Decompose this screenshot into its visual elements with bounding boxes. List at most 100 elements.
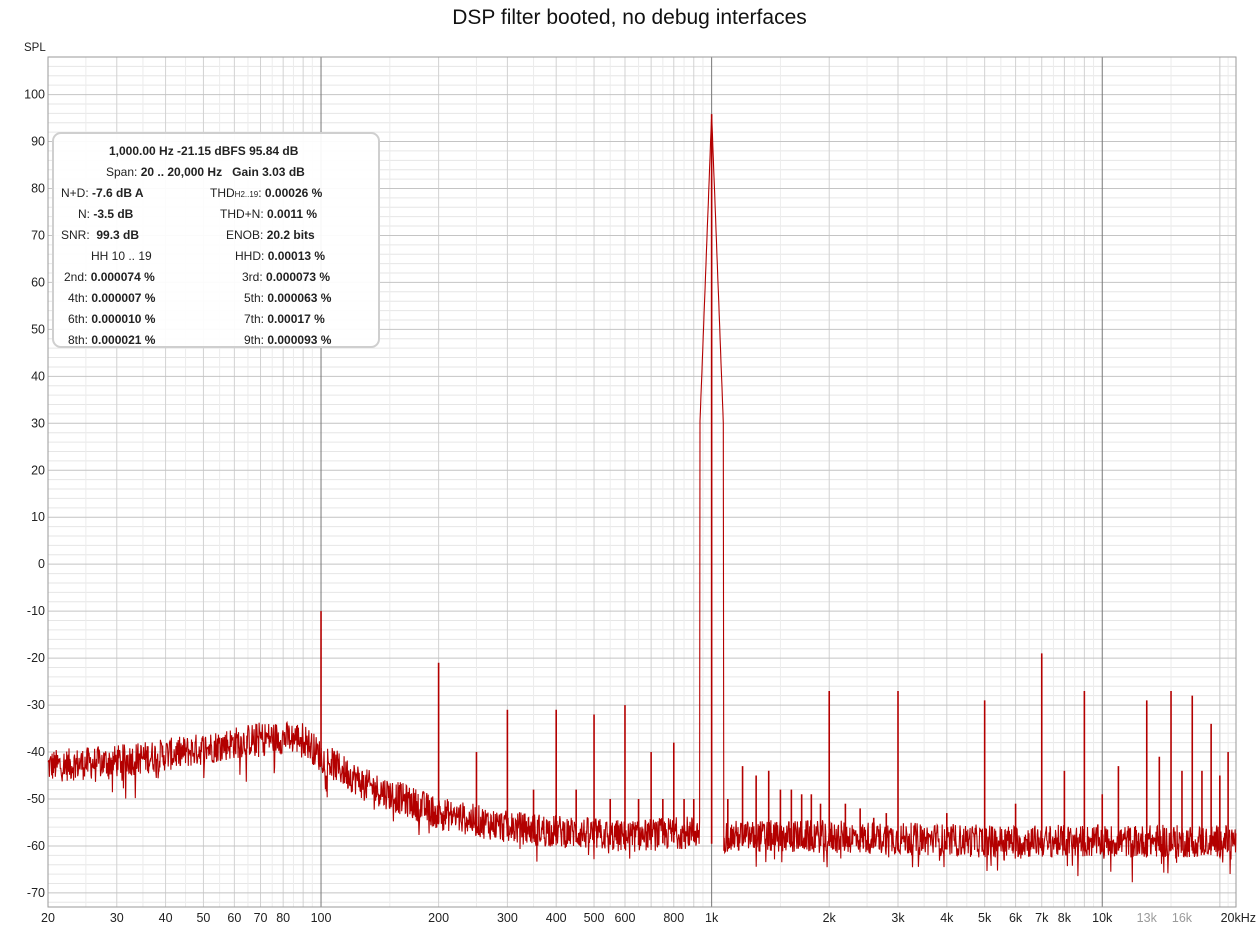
- y-tick-label: -40: [27, 745, 45, 759]
- x-tick-label: 600: [615, 911, 636, 925]
- x-tick-label: 7k: [1035, 911, 1049, 925]
- grid-minor: [47, 56, 1237, 907]
- h8-value: 0.000021 %: [91, 333, 156, 347]
- x-tick-label: 13k: [1137, 911, 1158, 925]
- thd-value: 0.00026 %: [264, 186, 323, 200]
- x-tick-label: 3k: [891, 911, 905, 925]
- y-tick-label: 20: [31, 463, 45, 477]
- x-tick-label: 5k: [978, 911, 992, 925]
- y-tick-label: 10: [31, 510, 45, 524]
- h6-value: 0.000010 %: [91, 312, 156, 326]
- nd-row: N+D: -7.6 dB A: [61, 186, 144, 200]
- gain-value: 3.03 dB: [262, 165, 305, 179]
- y-axis-label: SPL: [24, 42, 46, 54]
- x-tick-labels: 20 30 40 50 60 70 80 100 200 300 400 500 600 800 1k 2k 3…: [41, 911, 1256, 925]
- y-tick-label: -50: [27, 792, 45, 806]
- h9-value: 0.000093 %: [267, 333, 332, 347]
- h6-label: 6th:: [68, 312, 89, 326]
- h8-row: 8th: 0.000021 %: [68, 333, 155, 347]
- y-tick-label: -60: [27, 839, 45, 853]
- x-tick-label: 200: [428, 911, 449, 925]
- snr-row: SNR: 99.3 dB: [61, 228, 139, 242]
- enob-row: ENOB: 20.2 bits: [226, 228, 315, 242]
- x-tick-label: 800: [663, 911, 684, 925]
- hhd-label: HHD:: [235, 249, 265, 263]
- x-tick-label: 1k: [705, 911, 719, 925]
- n-label: N:: [78, 207, 90, 221]
- thdn-value: 0.0011 %: [267, 207, 318, 221]
- enob-label: ENOB:: [226, 228, 264, 242]
- h2-value: 0.000074 %: [90, 270, 155, 284]
- h3-label: 3rd:: [242, 270, 263, 284]
- n-row: N: -3.5 dB: [78, 207, 133, 221]
- chart-title: DSP filter booted, no debug interfaces: [452, 6, 807, 29]
- h4-label: 4th:: [68, 291, 89, 305]
- thdn-label: THD+N:: [220, 207, 264, 221]
- x-tick-label: 8k: [1058, 911, 1072, 925]
- x-tick-label: 10k: [1092, 911, 1113, 925]
- h7-value: 0.00017 %: [267, 312, 325, 326]
- h8-label: 8th:: [68, 333, 89, 347]
- span-label: Span:: [106, 165, 138, 179]
- gain-label: Gain: [232, 165, 259, 179]
- x-tick-label: 500: [584, 911, 605, 925]
- nd-label: N+D:: [61, 186, 89, 200]
- x-tick-label: 70: [254, 911, 268, 925]
- thd-row: THDH2..19: 0.00026 %: [210, 186, 323, 200]
- y-tick-label: -30: [27, 698, 45, 712]
- x-tick-label: 30: [110, 911, 124, 925]
- y-tick-label: 0: [38, 557, 45, 571]
- x-tick-label: 6k: [1009, 911, 1023, 925]
- hhd-row: HHD: 0.00013 %: [235, 249, 325, 263]
- measurement-info-box: 1,000.00 Hz -21.15 dBFS 95.84 dB Span: 2…: [52, 132, 380, 348]
- h2-label: 2nd:: [64, 270, 88, 284]
- nd-value: -7.6 dB A: [92, 186, 144, 200]
- y-tick-label: 70: [31, 228, 45, 242]
- h6-row: 6th: 0.000010 %: [68, 312, 155, 326]
- hhd-value: 0.00013 %: [267, 249, 326, 263]
- h5-value: 0.000063 %: [267, 291, 332, 305]
- thdn-row: THD+N: 0.0011 %: [220, 207, 317, 221]
- y-tick-label: 60: [31, 275, 45, 289]
- fundamental-readout: 1,000.00 Hz -21.15 dBFS 95.84 dB: [109, 144, 299, 158]
- y-tick-label: 100: [24, 88, 45, 102]
- thd-label: THD: [210, 186, 235, 200]
- h9-row: 9th: 0.000093 %: [244, 333, 331, 347]
- h3-row: 3rd: 0.000073 %: [242, 270, 330, 284]
- y-tick-label: 90: [31, 135, 45, 149]
- h4-row: 4th: 0.000007 %: [68, 291, 155, 305]
- x-tick-label: 4k: [940, 911, 954, 925]
- x-tick-label: 80: [276, 911, 290, 925]
- y-tick-label: 40: [31, 369, 45, 383]
- x-tick-label: 16k: [1172, 911, 1193, 925]
- x-tick-label: 60: [227, 911, 241, 925]
- enob-value: 20.2 bits: [266, 228, 315, 242]
- x-tick-label: 20kHz: [1221, 911, 1256, 925]
- span-value: 20 .. 20,000 Hz: [140, 165, 223, 179]
- n-value: -3.5 dB: [93, 207, 134, 221]
- x-tick-label: 40: [159, 911, 173, 925]
- thd-sub: H2..19: [234, 190, 259, 199]
- series-group: [47, 114, 1237, 883]
- y-tick-label: 30: [31, 416, 45, 430]
- x-tick-label: 2k: [823, 911, 837, 925]
- plot-area-border: [47, 56, 1237, 908]
- h4-value: 0.000007 %: [91, 291, 156, 305]
- snr-label: SNR:: [61, 228, 90, 242]
- h2-row: 2nd: 0.000074 %: [64, 270, 155, 284]
- x-tick-label: 50: [196, 911, 210, 925]
- h3-value: 0.000073 %: [266, 270, 331, 284]
- x-tick-label: 100: [311, 911, 332, 925]
- h7-row: 7th: 0.00017 %: [244, 312, 325, 326]
- y-tick-label: 80: [31, 181, 45, 195]
- h9-label: 9th:: [244, 333, 265, 347]
- y-tick-label: -10: [27, 604, 45, 618]
- h5-label: 5th:: [244, 291, 265, 305]
- spectrum-noise-trace: [47, 118, 1237, 883]
- h7-label: 7th:: [244, 312, 265, 326]
- span-gain-row: Span: 20 .. 20,000 Hz Gain 3.03 dB: [106, 165, 305, 179]
- h5-row: 5th: 0.000063 %: [244, 291, 331, 305]
- x-tick-label: 20: [41, 911, 55, 925]
- y-tick-label: -20: [27, 651, 45, 665]
